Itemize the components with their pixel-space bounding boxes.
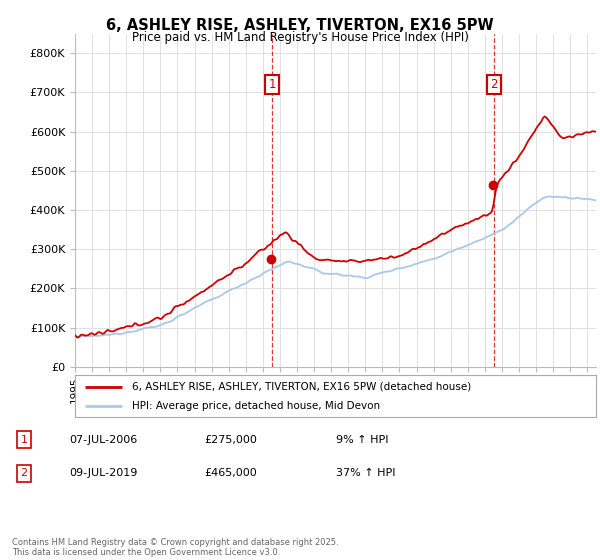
Text: 6, ASHLEY RISE, ASHLEY, TIVERTON, EX16 5PW (detached house): 6, ASHLEY RISE, ASHLEY, TIVERTON, EX16 5… (132, 381, 472, 391)
Text: Contains HM Land Registry data © Crown copyright and database right 2025.
This d: Contains HM Land Registry data © Crown c… (12, 538, 338, 557)
Text: 37% ↑ HPI: 37% ↑ HPI (336, 468, 395, 478)
Text: 1: 1 (268, 78, 276, 91)
Text: 2: 2 (20, 468, 28, 478)
Text: £275,000: £275,000 (204, 435, 257, 445)
Text: 2: 2 (490, 78, 498, 91)
Text: £465,000: £465,000 (204, 468, 257, 478)
Text: 07-JUL-2006: 07-JUL-2006 (69, 435, 137, 445)
Text: HPI: Average price, detached house, Mid Devon: HPI: Average price, detached house, Mid … (132, 401, 380, 411)
Text: 9% ↑ HPI: 9% ↑ HPI (336, 435, 389, 445)
Text: 1: 1 (20, 435, 28, 445)
Text: 6, ASHLEY RISE, ASHLEY, TIVERTON, EX16 5PW: 6, ASHLEY RISE, ASHLEY, TIVERTON, EX16 5… (106, 18, 494, 33)
Text: Price paid vs. HM Land Registry's House Price Index (HPI): Price paid vs. HM Land Registry's House … (131, 31, 469, 44)
Text: 09-JUL-2019: 09-JUL-2019 (69, 468, 137, 478)
